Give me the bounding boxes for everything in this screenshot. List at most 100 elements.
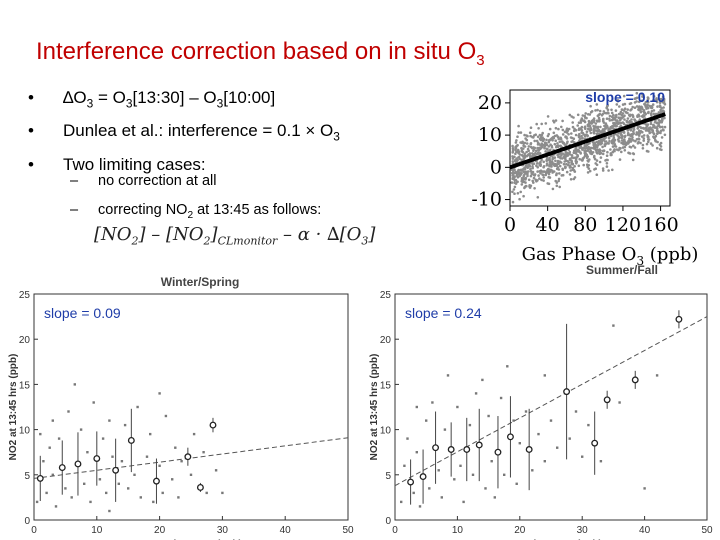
data-point xyxy=(662,106,665,109)
data-point xyxy=(537,127,540,130)
data-point xyxy=(529,184,533,188)
data-point xyxy=(622,140,625,143)
data-point xyxy=(533,134,536,137)
data-point xyxy=(511,176,515,180)
data-point xyxy=(602,110,606,113)
raw-point xyxy=(515,482,518,485)
data-point xyxy=(547,182,551,186)
y-tick-label: 25 xyxy=(380,290,392,301)
data-point xyxy=(543,141,547,144)
data-point xyxy=(523,167,527,171)
raw-point xyxy=(524,410,528,413)
data-point xyxy=(605,117,609,120)
bullet-dunlea: • Dunlea et al.: interference = 0.1 × O3 xyxy=(28,121,340,144)
data-point xyxy=(659,129,663,133)
x-tick-label: 10 xyxy=(452,525,464,536)
data-point xyxy=(602,131,605,134)
data-point xyxy=(554,139,557,142)
data-point xyxy=(574,133,578,137)
data-point xyxy=(616,119,619,122)
data-point xyxy=(608,119,612,122)
data-point xyxy=(601,152,605,156)
y-tick-label: 10 xyxy=(380,426,392,437)
raw-point xyxy=(431,401,434,404)
data-point xyxy=(549,148,552,152)
data-point xyxy=(607,136,611,139)
binned-point xyxy=(463,446,471,453)
data-point xyxy=(523,173,526,176)
raw-point xyxy=(64,487,67,490)
data-point xyxy=(530,152,534,155)
data-point xyxy=(557,155,560,159)
data-point xyxy=(660,136,664,139)
raw-point xyxy=(471,473,475,476)
data-point xyxy=(537,146,540,150)
data-point xyxy=(551,156,555,160)
data-point xyxy=(642,137,646,140)
raw-point xyxy=(462,500,465,504)
data-point xyxy=(632,152,636,156)
data-point xyxy=(570,161,573,165)
data-point xyxy=(612,136,616,139)
data-point xyxy=(659,97,663,101)
raw-point xyxy=(202,451,205,454)
data-point xyxy=(585,130,589,133)
data-point xyxy=(550,160,554,164)
raw-point xyxy=(484,487,487,490)
data-point xyxy=(562,155,566,158)
data-point xyxy=(659,131,662,135)
x-tick-label: 30 xyxy=(217,525,229,536)
slope-label: slope = 0.24 xyxy=(405,305,482,321)
data-point xyxy=(511,147,515,150)
raw-point xyxy=(70,496,73,499)
data-point xyxy=(517,124,520,128)
binned-point xyxy=(525,446,533,453)
data-point xyxy=(563,160,566,163)
data-point xyxy=(638,132,642,135)
data-point xyxy=(619,116,623,120)
chart-title: Summer/Fall xyxy=(586,263,658,277)
y-tick-label: 15 xyxy=(380,380,392,391)
data-point xyxy=(515,180,519,183)
raw-point xyxy=(503,473,506,476)
data-point xyxy=(589,131,593,135)
raw-point xyxy=(425,419,428,422)
data-point xyxy=(652,135,655,138)
slope-label: slope = 0.09 xyxy=(44,305,121,321)
raw-point xyxy=(214,469,218,472)
x-tick-label: 10 xyxy=(91,525,103,536)
data-point xyxy=(616,134,619,137)
data-point xyxy=(598,142,602,146)
data-point xyxy=(598,118,601,121)
data-point xyxy=(641,147,645,150)
data-point xyxy=(595,103,599,106)
data-point xyxy=(657,123,660,127)
data-point xyxy=(641,143,645,147)
data-point xyxy=(529,134,532,138)
data-point xyxy=(661,95,665,98)
data-point xyxy=(578,157,581,161)
raw-point xyxy=(86,451,89,454)
data-point xyxy=(601,169,605,172)
data-point xyxy=(642,139,645,142)
y-tick-label: 0 xyxy=(24,516,30,527)
data-point xyxy=(525,142,529,145)
raw-point xyxy=(556,446,559,449)
data-point xyxy=(651,103,655,106)
data-point xyxy=(580,125,584,129)
data-point xyxy=(561,128,565,132)
y-tick-label: 15 xyxy=(19,380,31,391)
raw-point xyxy=(127,487,130,490)
y-tick-label: 0 xyxy=(385,516,391,527)
data-point xyxy=(564,135,567,138)
x-tick-label: 20 xyxy=(154,525,166,536)
data-point xyxy=(587,119,591,123)
data-point xyxy=(594,162,597,165)
data-point xyxy=(592,145,596,149)
data-point xyxy=(622,109,626,112)
raw-point xyxy=(221,491,224,495)
binned-point xyxy=(196,484,204,491)
data-point xyxy=(641,95,644,98)
data-point xyxy=(556,159,560,163)
data-point xyxy=(625,142,629,145)
